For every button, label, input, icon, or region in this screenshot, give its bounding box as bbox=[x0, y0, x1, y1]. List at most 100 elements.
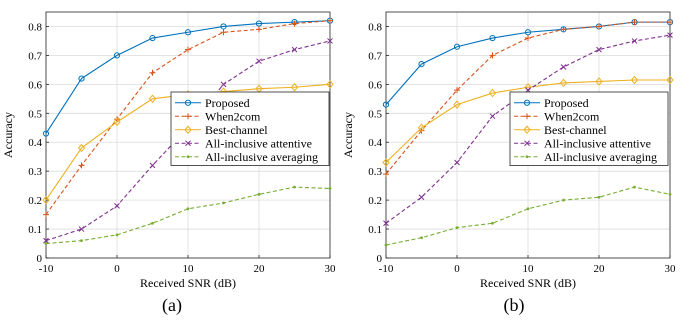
legend: ProposedWhen2comBest-channelAll-inclusiv… bbox=[170, 91, 330, 166]
x-tick-label: -10 bbox=[39, 263, 54, 275]
series-1 bbox=[43, 17, 333, 218]
data-point bbox=[255, 20, 263, 27]
data-point bbox=[666, 75, 674, 85]
legend-label: All-inclusive averaging bbox=[544, 150, 657, 164]
data-point bbox=[631, 19, 638, 26]
x-axis-label: Received SNR (dB) bbox=[140, 276, 236, 290]
y-tick-label: 0.1 bbox=[368, 224, 382, 236]
y-tick-label: 0.8 bbox=[28, 21, 42, 33]
series-line bbox=[385, 21, 670, 175]
y-tick-label: 0.4 bbox=[28, 137, 42, 149]
series-4 bbox=[44, 185, 332, 245]
data-point bbox=[667, 19, 673, 26]
x-tick-label: -10 bbox=[379, 263, 394, 275]
data-point bbox=[42, 130, 50, 137]
legend-label: All-inclusive attentive bbox=[205, 136, 312, 150]
data-point bbox=[455, 226, 459, 230]
data-point bbox=[420, 236, 423, 240]
data-point bbox=[78, 226, 85, 232]
data-point bbox=[113, 52, 121, 59]
series-1 bbox=[383, 19, 673, 178]
data-point bbox=[383, 171, 389, 178]
legend: ProposedWhen2comBest-channelAll-inclusiv… bbox=[509, 91, 669, 166]
data-point bbox=[454, 159, 460, 166]
data-point bbox=[77, 143, 86, 153]
data-point bbox=[220, 81, 227, 88]
data-point bbox=[596, 46, 602, 53]
data-point bbox=[185, 46, 191, 53]
series-line bbox=[45, 20, 331, 134]
series-line bbox=[385, 79, 670, 163]
data-point bbox=[489, 52, 496, 59]
data-point bbox=[417, 123, 426, 133]
data-point bbox=[524, 140, 530, 147]
data-point bbox=[222, 201, 225, 205]
data-point bbox=[560, 26, 567, 33]
data-point bbox=[184, 99, 192, 106]
data-point bbox=[489, 113, 496, 120]
data-point bbox=[489, 34, 496, 42]
data-point bbox=[328, 187, 332, 190]
data-point bbox=[326, 80, 334, 89]
data-point bbox=[78, 75, 85, 82]
data-point bbox=[293, 185, 296, 189]
y-tick-label: 0.2 bbox=[28, 195, 42, 207]
y-axis-label: Accuracy bbox=[1, 112, 15, 158]
data-point bbox=[148, 94, 157, 104]
x-tick-label: 20 bbox=[254, 263, 266, 275]
y-tick-label: 0.3 bbox=[368, 166, 382, 178]
data-point bbox=[186, 207, 190, 211]
legend-label: All-inclusive averaging bbox=[205, 150, 318, 164]
data-point bbox=[488, 88, 497, 98]
y-tick-label: 0.6 bbox=[368, 79, 382, 91]
data-point bbox=[115, 233, 119, 237]
data-point bbox=[453, 43, 461, 50]
data-point bbox=[43, 237, 49, 244]
data-point bbox=[220, 29, 227, 36]
data-point bbox=[383, 220, 389, 227]
x-tick-label: 10 bbox=[183, 263, 195, 275]
y-tick-label: 0.8 bbox=[368, 21, 382, 33]
data-point bbox=[562, 198, 565, 202]
data-point bbox=[113, 117, 121, 127]
data-point bbox=[523, 125, 531, 135]
data-point bbox=[149, 34, 156, 42]
data-point bbox=[633, 185, 636, 189]
legend-label: Best-channel bbox=[205, 123, 268, 137]
y-tick-label: 0.7 bbox=[368, 50, 382, 62]
series-3 bbox=[383, 32, 673, 227]
data-point bbox=[185, 140, 191, 147]
x-tick-label: 30 bbox=[325, 263, 337, 275]
legend-label: All-inclusive attentive bbox=[544, 136, 651, 150]
chart-panel-b: -10 0 10 20 3000.10.20.30.40.50.60.70.8Recei… bbox=[341, 11, 677, 316]
data-point bbox=[453, 100, 461, 109]
x-tick-label: 30 bbox=[665, 263, 677, 275]
x-tick-label: 0 bbox=[454, 263, 460, 275]
data-point bbox=[186, 155, 190, 159]
data-point bbox=[382, 158, 390, 167]
series-line bbox=[45, 20, 331, 215]
x-tick-label: 10 bbox=[523, 263, 535, 275]
y-tick-label: 0.3 bbox=[28, 166, 42, 178]
legend-label: When2com bbox=[205, 109, 261, 123]
data-point bbox=[560, 64, 567, 70]
data-point bbox=[668, 192, 672, 196]
y-tick-label: 0 bbox=[377, 253, 383, 265]
data-point bbox=[185, 113, 191, 120]
x-tick-label: 20 bbox=[594, 263, 606, 275]
y-tick-label: 0.1 bbox=[28, 224, 42, 236]
data-point bbox=[418, 194, 425, 201]
legend-label: When2com bbox=[544, 109, 600, 123]
x-axis-label: Received SNR (dB) bbox=[480, 276, 576, 290]
y-tick-label: 0.4 bbox=[368, 137, 382, 149]
data-point bbox=[257, 192, 261, 196]
data-point bbox=[382, 101, 390, 108]
data-point bbox=[384, 243, 388, 247]
legend-label: Proposed bbox=[205, 96, 250, 110]
data-point bbox=[524, 29, 532, 36]
data-point bbox=[631, 38, 638, 44]
data-point bbox=[327, 17, 333, 24]
data-point bbox=[491, 221, 494, 225]
data-point bbox=[291, 46, 298, 53]
